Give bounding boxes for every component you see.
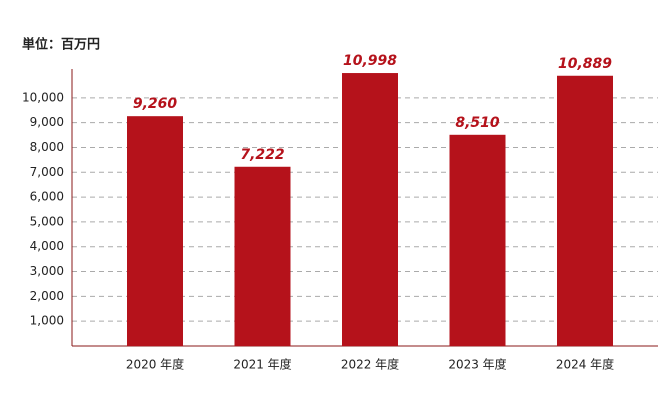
y-tick-label: 1,000	[30, 314, 64, 328]
bar	[234, 166, 291, 346]
y-tick-label: 8,000	[30, 140, 64, 154]
value-label: 10,998	[343, 53, 397, 69]
y-tick-label: 4,000	[30, 239, 64, 253]
value-label: 10,889	[558, 56, 612, 72]
x-tick-label: 2020 年度	[126, 357, 184, 372]
y-tick-label: 10,000	[22, 90, 64, 104]
value-label: 9,260	[133, 96, 178, 112]
y-tick-label: 2,000	[30, 289, 64, 303]
value-label: 7,222	[240, 147, 284, 163]
x-tick-label: 2021 年度	[233, 357, 291, 372]
y-tick-label: 5,000	[30, 214, 64, 228]
x-tick-label: 2022 年度	[341, 357, 399, 372]
x-tick-label: 2023 年度	[448, 357, 506, 372]
value-label: 8,510	[455, 115, 500, 131]
bar	[127, 116, 183, 346]
x-tick-label: 2024 年度	[556, 357, 614, 372]
y-tick-label: 6,000	[30, 190, 64, 204]
bar	[557, 75, 613, 346]
unit-label: 単位：百万円	[22, 37, 100, 53]
y-tick-label: 3,000	[30, 264, 64, 278]
y-tick-label: 9,000	[30, 115, 64, 129]
y-tick-label: 7,000	[30, 165, 64, 179]
bar	[449, 134, 506, 346]
bar	[342, 73, 398, 347]
